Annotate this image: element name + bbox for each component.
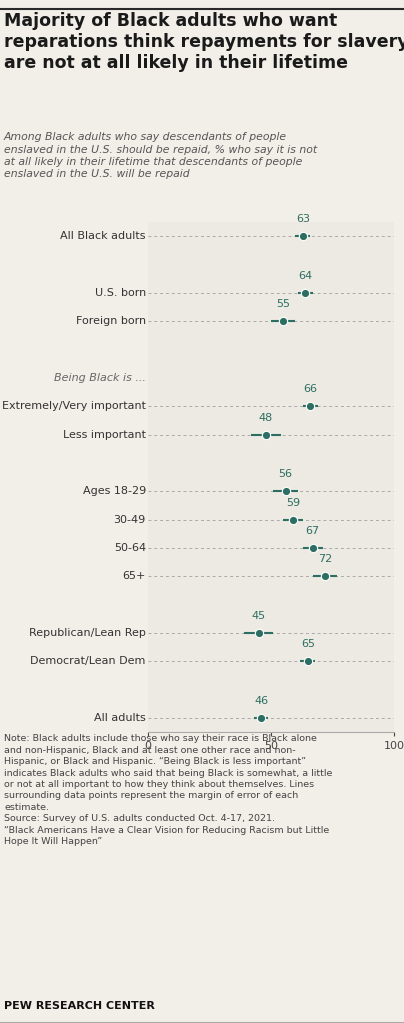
Text: 50-64: 50-64 (114, 543, 146, 553)
Text: 65: 65 (301, 639, 315, 650)
Text: Majority of Black adults who want
reparations think repayments for slavery
are n: Majority of Black adults who want repara… (4, 12, 404, 72)
Text: 59: 59 (286, 498, 300, 507)
Text: 55: 55 (276, 300, 290, 309)
Text: Being Black is ...: Being Black is ... (54, 373, 146, 383)
Text: Less important: Less important (63, 430, 146, 440)
Text: 56: 56 (279, 470, 292, 480)
Text: Extremely/Very important: Extremely/Very important (2, 401, 146, 411)
Text: Republican/Lean Rep: Republican/Lean Rep (29, 628, 146, 638)
Text: All adults: All adults (94, 713, 146, 723)
Text: 66: 66 (303, 385, 317, 395)
Text: All Black adults: All Black adults (60, 231, 146, 241)
Text: 63: 63 (296, 215, 310, 224)
Text: 65+: 65+ (122, 572, 146, 581)
Text: Foreign born: Foreign born (76, 316, 146, 326)
Text: 72: 72 (318, 554, 332, 565)
Text: 45: 45 (252, 611, 266, 621)
Text: Ages 18-29: Ages 18-29 (82, 486, 146, 496)
Text: Democrat/Lean Dem: Democrat/Lean Dem (30, 657, 146, 666)
Text: U.S. born: U.S. born (95, 288, 146, 298)
Text: 64: 64 (298, 271, 312, 281)
Text: 30-49: 30-49 (114, 515, 146, 525)
Text: Among Black adults who say descendants of people
enslaved in the U.S. should be : Among Black adults who say descendants o… (4, 132, 317, 179)
Text: 46: 46 (254, 696, 268, 706)
Text: 67: 67 (306, 526, 320, 536)
Text: Note: Black adults include those who say their race is Black alone
and non-Hispa: Note: Black adults include those who say… (4, 735, 332, 846)
Text: 48: 48 (259, 413, 273, 422)
Text: PEW RESEARCH CENTER: PEW RESEARCH CENTER (4, 1002, 155, 1012)
